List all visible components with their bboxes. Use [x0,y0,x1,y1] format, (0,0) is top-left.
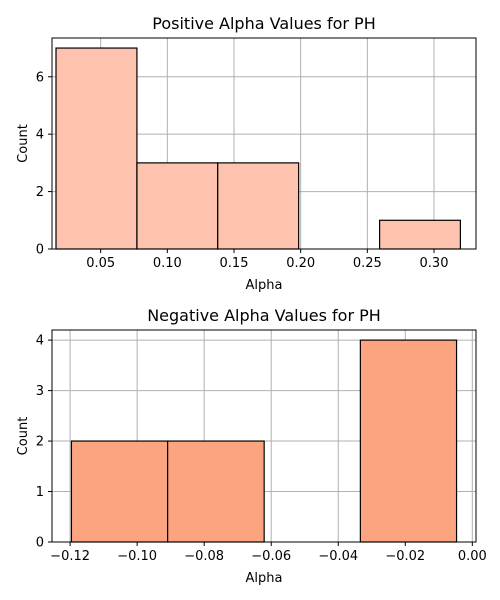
x-axis-label: Alpha [246,571,283,586]
x-tick-label: −0.04 [318,549,358,564]
y-tick-label: 0 [36,536,44,551]
x-tick-label: 0.20 [286,256,315,271]
histogram-bar [167,440,265,543]
x-tick-label: −0.06 [251,549,291,564]
y-tick-label: 1 [36,485,44,500]
plot-frame [51,37,477,250]
y-tick-label: 3 [36,384,44,399]
x-tick-label: −0.10 [117,549,157,564]
x-tick-label: 0.05 [86,256,115,271]
negative-alpha-chart: Negative Alpha Values for PH −0.12 −0.10 −… [16,306,487,586]
histogram-bar [359,339,458,543]
histogram-bar [70,440,169,543]
x-tick-label: 0.30 [420,256,449,271]
y-tick-label: 4 [36,334,44,349]
histogram-bar [136,162,219,250]
y-tick-label: 2 [36,185,44,200]
histogram-bar [217,162,300,250]
histogram-bar [55,47,138,250]
y-tick-label: 6 [36,70,44,85]
x-tick-label: −0.02 [385,549,425,564]
y-tick-label: 0 [36,243,44,258]
x-tick-label: 0.10 [153,256,182,271]
positive-alpha-chart: Positive Alpha Values for PH 0.05 0.10 0.1… [16,14,477,293]
x-tick-label: 0.15 [220,256,249,271]
x-axis-label: Alpha [246,278,283,293]
x-tick-label: −0.08 [184,549,224,564]
y-tick-label: 4 [36,128,44,143]
y-tick-label: 2 [36,435,44,450]
y-axis-label: Count [16,417,31,456]
plot-frame [51,329,477,543]
chart-title: Positive Alpha Values for PH [152,14,375,33]
histogram-bar [379,219,462,250]
chart-title: Negative Alpha Values for PH [147,306,381,325]
x-tick-label: 0.00 [458,549,487,564]
x-tick-label: 0.25 [353,256,382,271]
x-tick-label: −0.12 [50,549,90,564]
y-axis-label: Count [16,124,31,163]
